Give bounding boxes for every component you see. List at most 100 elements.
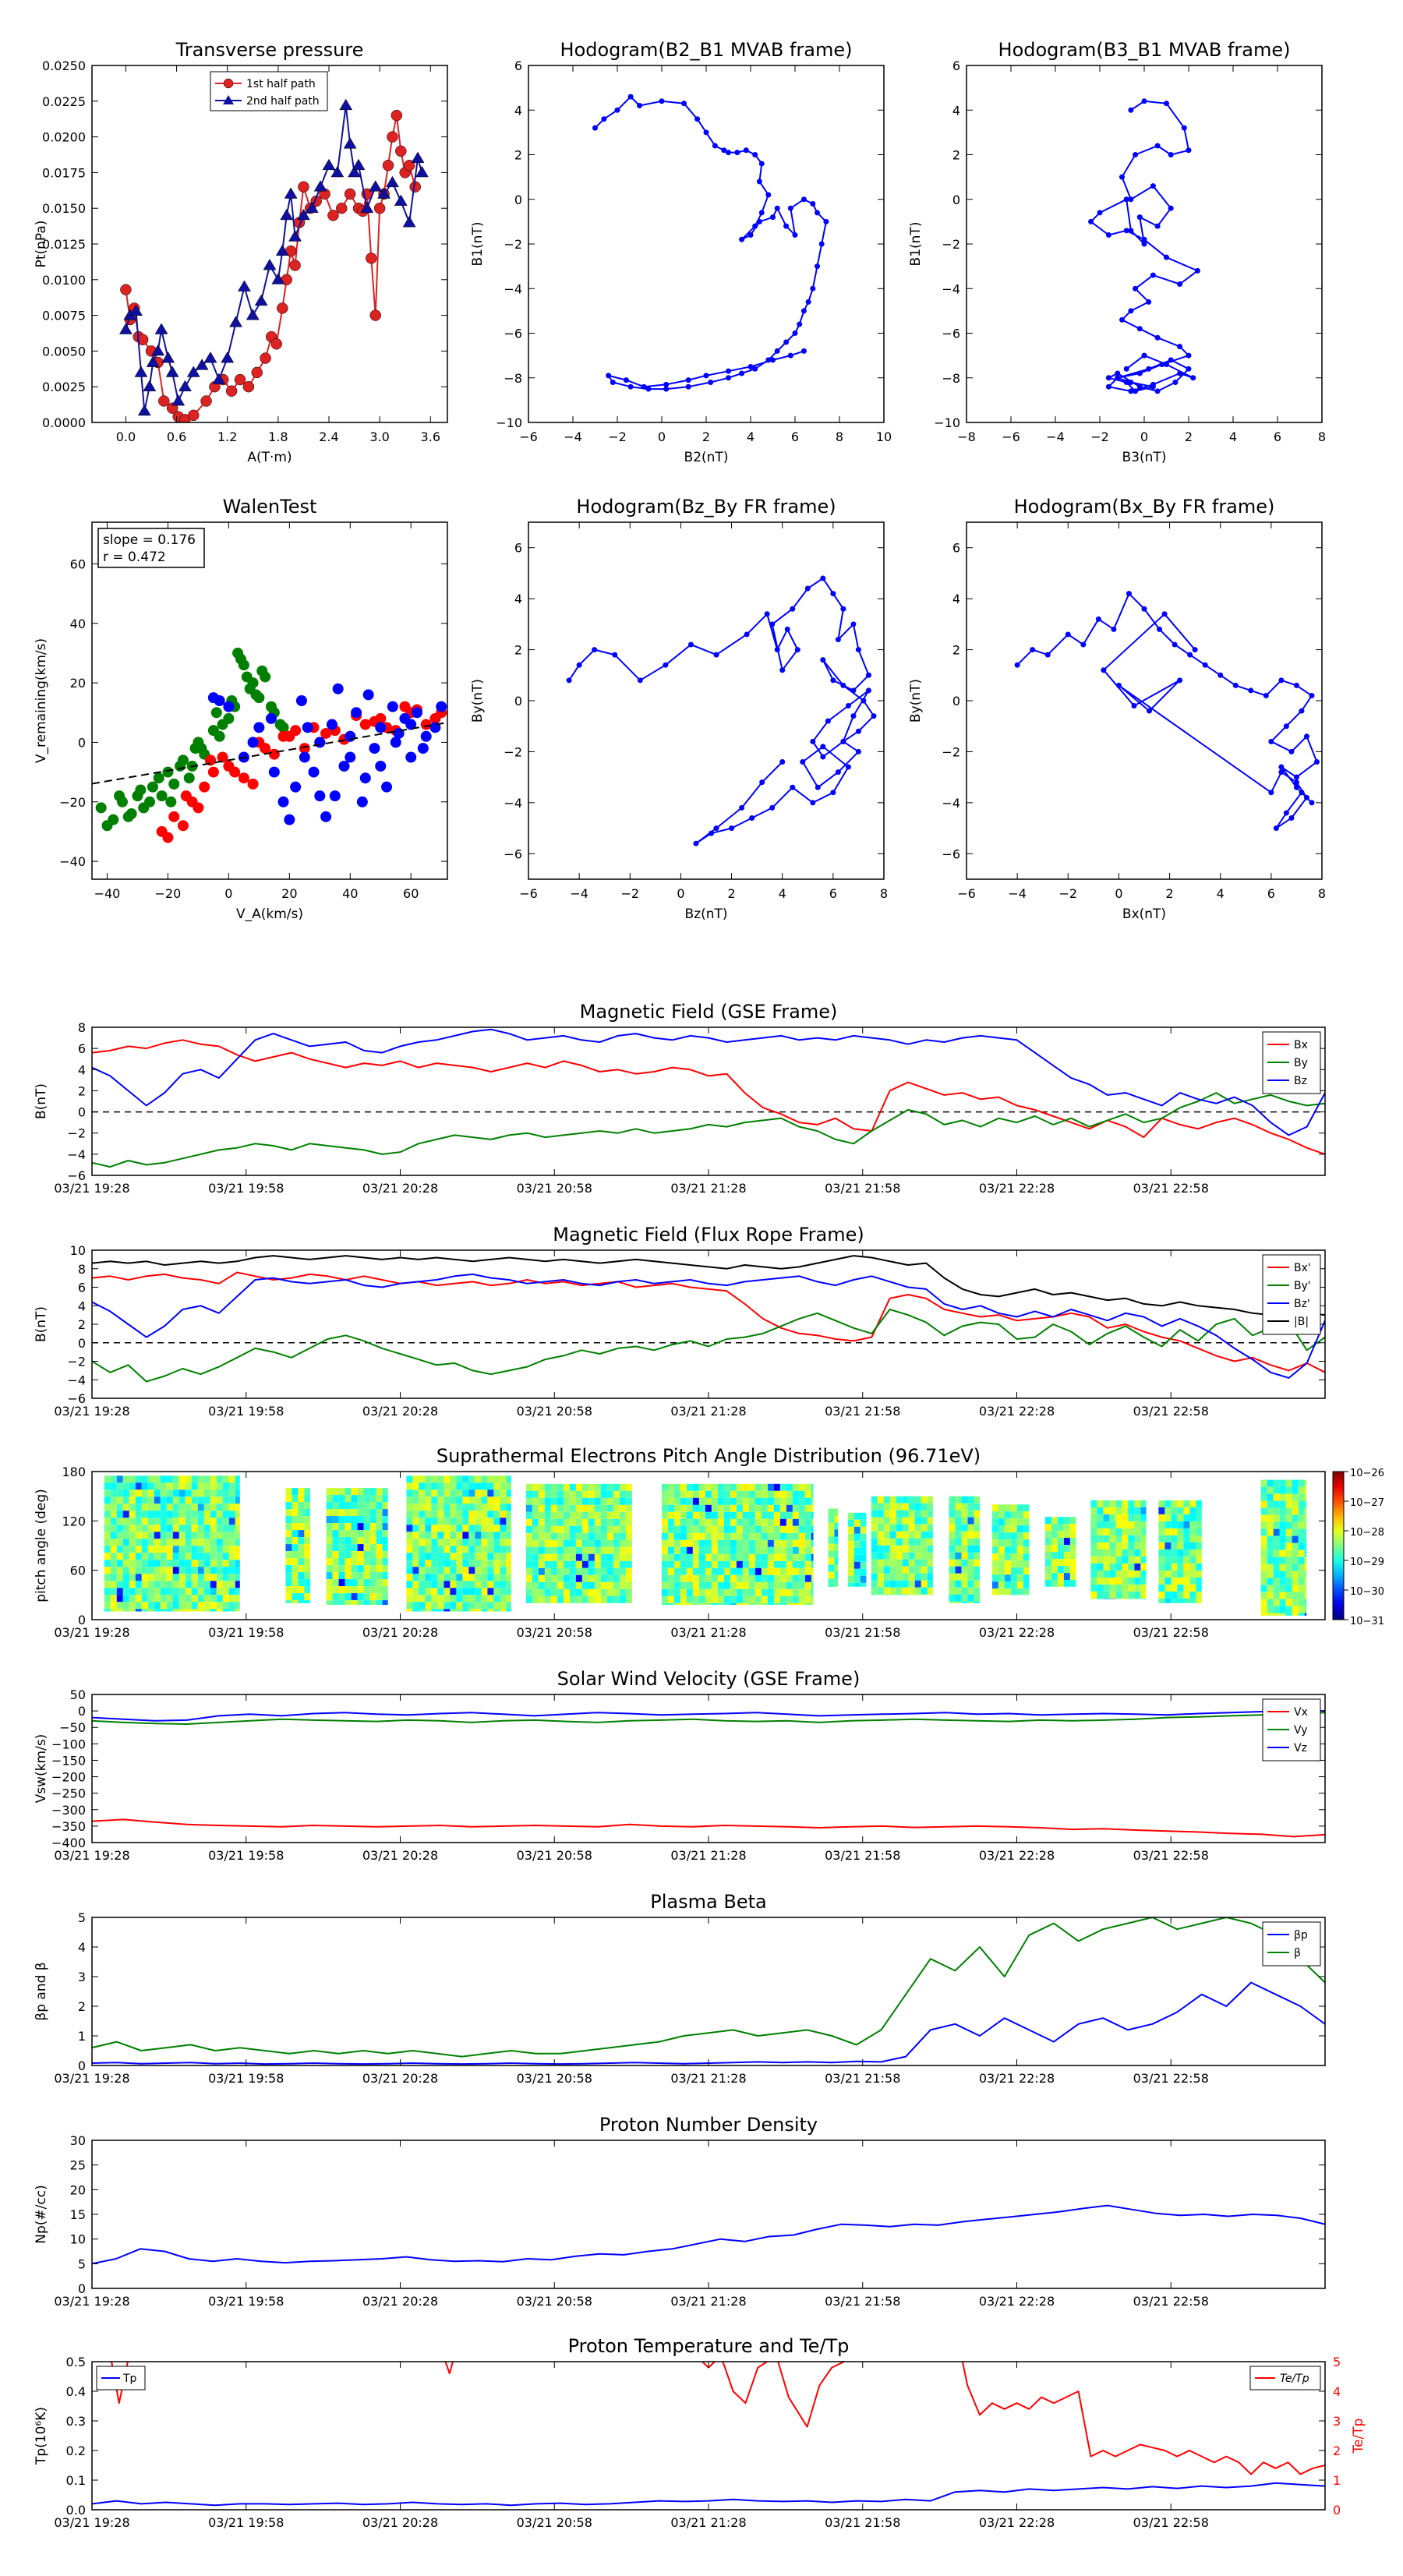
y-tick-label: −100 xyxy=(51,1737,86,1751)
heatmap-cell xyxy=(1103,1514,1109,1521)
heatmap-cell xyxy=(210,1560,217,1567)
heatmap-cell xyxy=(799,1561,805,1568)
heatmap-cell xyxy=(921,1532,928,1539)
heatmap-cell xyxy=(204,1609,210,1611)
heatmap-cell xyxy=(949,1539,956,1546)
heatmap-cell xyxy=(1164,1564,1171,1571)
heatmap-cell xyxy=(179,1504,186,1511)
heatmap-cell xyxy=(626,1589,632,1596)
heatmap-cell xyxy=(223,1546,229,1553)
heatmap-cell xyxy=(235,1482,240,1489)
heatmap-cell xyxy=(811,1561,814,1568)
heatmap-cell xyxy=(1292,1515,1299,1522)
heatmap-cell xyxy=(370,1600,376,1605)
heatmap-cell xyxy=(724,1568,730,1575)
heatmap-cell xyxy=(712,1498,718,1505)
heatmap-cell xyxy=(724,1533,730,1540)
heatmap-cell xyxy=(179,1475,186,1482)
heatmap-cell xyxy=(551,1491,557,1498)
heatmap-cell xyxy=(793,1561,799,1568)
heatmap-cell xyxy=(437,1595,444,1602)
x-tick-label: −6 xyxy=(957,886,976,901)
heatmap-cell xyxy=(327,1572,333,1579)
heatmap-cell xyxy=(680,1568,687,1575)
heatmap-cell xyxy=(1134,1542,1140,1549)
scatter-point xyxy=(314,737,325,747)
heatmap-cell xyxy=(829,1544,835,1551)
data-marker xyxy=(1030,647,1035,652)
heatmap-cell xyxy=(1090,1500,1097,1507)
heatmap-cell xyxy=(154,1581,161,1588)
heatmap-cell xyxy=(557,1589,564,1596)
y-tick-label: 0.0000 xyxy=(42,415,86,430)
heatmap-cell xyxy=(229,1518,235,1525)
heatmap-cell xyxy=(383,1502,388,1509)
heatmap-cell xyxy=(1164,1514,1171,1521)
heatmap-cell xyxy=(884,1546,890,1553)
heatmap-cell xyxy=(749,1568,755,1575)
heatmap-cell xyxy=(588,1540,595,1547)
heatmap-cell xyxy=(450,1532,456,1539)
heatmap-cell xyxy=(890,1581,896,1588)
heatmap-cell xyxy=(1274,1487,1280,1494)
heatmap-cell xyxy=(532,1505,539,1512)
heatmap-cell xyxy=(1005,1518,1011,1525)
x-tick-label: 03/21 20:58 xyxy=(517,2515,592,2530)
heatmap-cell xyxy=(481,1588,487,1595)
heatmap-cell xyxy=(412,1588,419,1595)
heatmap-cell xyxy=(210,1475,217,1482)
heatmap-cell xyxy=(712,1505,718,1512)
x-tick-label: 03/21 19:28 xyxy=(54,1625,129,1640)
heatmap-cell xyxy=(576,1498,582,1505)
heatmap-cell xyxy=(487,1602,493,1609)
heatmap-cell xyxy=(444,1560,450,1567)
heatmap-cell xyxy=(204,1546,210,1553)
data-marker xyxy=(744,631,750,637)
heatmap-cell xyxy=(111,1609,117,1611)
y-tick-label: −6 xyxy=(504,846,522,861)
heatmap-cell xyxy=(557,1491,564,1498)
heatmap-cell xyxy=(928,1496,933,1504)
heatmap-cell xyxy=(179,1532,186,1539)
data-marker xyxy=(686,377,691,383)
heatmap-cell xyxy=(456,1560,462,1567)
heatmap-cell xyxy=(570,1491,576,1498)
heatmap-cell xyxy=(148,1518,154,1525)
heatmap-cell xyxy=(805,1491,811,1498)
heatmap-cell xyxy=(345,1495,352,1502)
data-marker xyxy=(769,621,775,627)
heatmap-cell xyxy=(123,1546,129,1553)
heatmap-cell xyxy=(425,1518,431,1525)
heatmap-cell xyxy=(468,1567,475,1574)
heatmap-cell xyxy=(425,1504,431,1511)
heatmap-cell xyxy=(805,1554,811,1561)
heatmap-cell xyxy=(210,1525,217,1532)
heatmap-cell xyxy=(526,1575,532,1582)
heatmap-cell xyxy=(909,1511,915,1518)
heatmap-cell xyxy=(674,1547,680,1554)
y-tick-label-right: 3 xyxy=(1333,2414,1341,2429)
heatmap-cell xyxy=(1305,1487,1307,1494)
heatmap-cell xyxy=(588,1498,595,1505)
heatmap-cell xyxy=(1097,1557,1103,1564)
heatmap-cell xyxy=(1023,1574,1030,1581)
data-marker-triangle xyxy=(162,352,175,363)
heatmap-cell xyxy=(161,1504,167,1511)
heatmap-cell xyxy=(1305,1564,1307,1571)
heatmap-cell xyxy=(198,1574,204,1581)
heatmap-cell xyxy=(229,1504,235,1511)
heatmap-cell xyxy=(1070,1538,1076,1545)
heatmap-cell xyxy=(730,1589,737,1596)
heatmap-cell xyxy=(693,1533,699,1540)
heatmap-cell xyxy=(327,1537,333,1544)
heatmap-cell xyxy=(564,1505,570,1512)
heatmap-cell xyxy=(456,1581,462,1588)
heatmap-cell xyxy=(1090,1528,1097,1535)
data-marker xyxy=(850,687,856,693)
heatmap-cell xyxy=(601,1582,607,1589)
heatmap-cell xyxy=(285,1523,292,1530)
heatmap-cell xyxy=(687,1540,693,1547)
data-marker xyxy=(1177,344,1182,349)
data-marker xyxy=(610,380,616,385)
heatmap-cell xyxy=(123,1560,129,1567)
